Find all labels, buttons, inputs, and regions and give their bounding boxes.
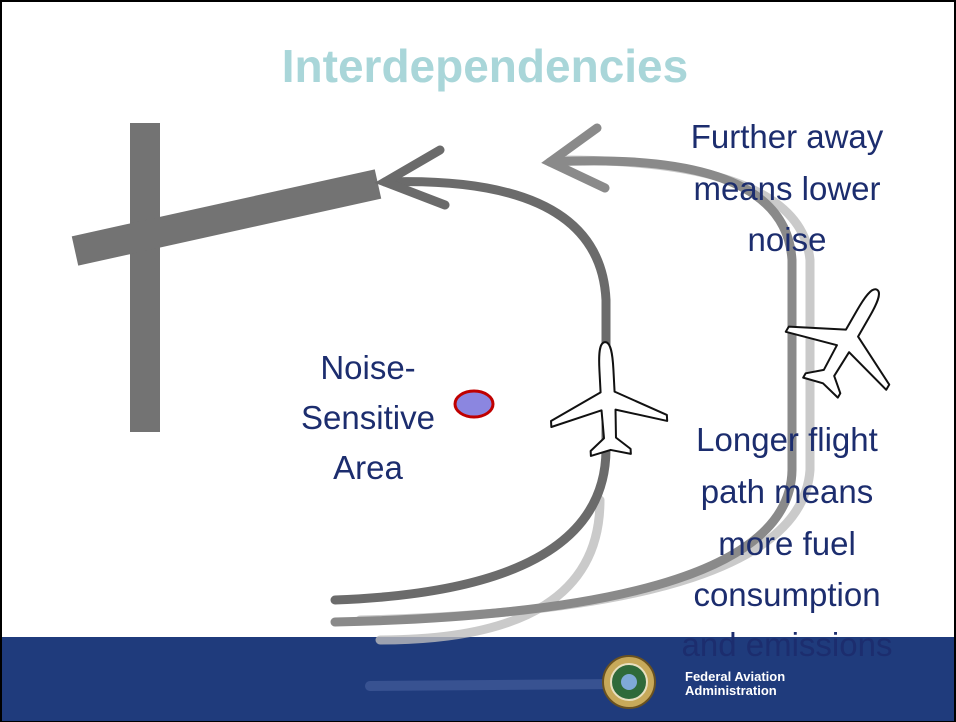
annotation-line: Longer flight — [696, 421, 878, 458]
annotation-line: noise — [748, 221, 827, 258]
footer-text: Federal Aviation — [685, 669, 785, 684]
noise-area-marker — [455, 391, 493, 417]
faa-seal — [603, 656, 655, 708]
footer-streak — [370, 684, 620, 686]
annotation-line: consumption — [693, 576, 880, 613]
annotation-line: path means — [701, 473, 873, 510]
annotation-line: and emissions — [682, 626, 893, 663]
annotation-line: means lower — [693, 170, 880, 207]
annotation-line: Area — [333, 449, 403, 486]
annotation-line: Sensitive — [301, 399, 435, 436]
annotation-line: Further away — [691, 118, 884, 155]
annotation-line: Noise- — [320, 349, 415, 386]
annotation-line: more fuel — [718, 525, 856, 562]
runway-vertical — [130, 123, 160, 432]
footer-text: Administration — [685, 683, 777, 698]
slide: Interdependencies Noise- Sensitive Area … — [0, 0, 956, 722]
slide-title: Interdependencies — [282, 40, 688, 92]
